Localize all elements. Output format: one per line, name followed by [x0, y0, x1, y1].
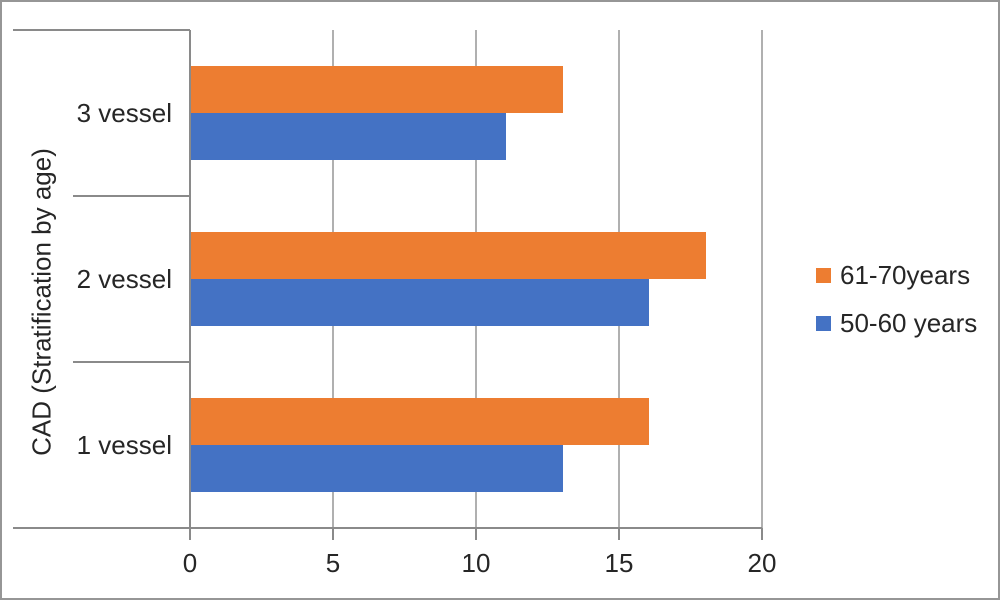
legend-label-50-60-years: 50-60 years	[840, 307, 978, 338]
category-tick-line	[73, 361, 190, 363]
bar-61-70years-2-vessel	[191, 232, 706, 279]
x-axis-tick	[475, 528, 477, 540]
legend-item-61-70years: 61-70years	[816, 260, 977, 290]
legend: 61-70years 50-60 years	[816, 260, 977, 356]
category-label-2-vessel: 2 vessel	[76, 264, 172, 294]
x-tick-label-5: 5	[325, 548, 341, 578]
x-tick-label-20: 20	[747, 548, 777, 578]
x-tick-label-15: 15	[604, 548, 634, 578]
category-label-1-vessel: 1 vessel	[76, 430, 172, 460]
value-axis-line	[13, 527, 762, 529]
legend-label-61-70years: 61-70years	[840, 259, 971, 290]
x-axis-tick	[189, 528, 191, 540]
bar-61-70years-1-vessel	[191, 398, 649, 445]
x-tick-label-0: 0	[182, 548, 198, 578]
bar-50-60-years-3-vessel	[191, 113, 506, 160]
legend-item-50-60-years: 50-60 years	[816, 308, 977, 338]
bar-50-60-years-1-vessel	[191, 445, 563, 492]
bar-50-60-years-2-vessel	[191, 279, 649, 326]
x-axis-tick	[618, 528, 620, 540]
category-axis-line	[189, 30, 191, 528]
category-label-3-vessel: 3 vessel	[76, 98, 172, 128]
bar-61-70years-3-vessel	[191, 66, 563, 113]
category-tick-line	[13, 29, 190, 31]
y-axis-title: CAD (Stratification by age)	[26, 148, 57, 456]
gridline	[761, 30, 763, 528]
legend-swatch-50-60-years	[816, 315, 831, 331]
x-axis-tick	[332, 528, 334, 540]
legend-swatch-61-70years	[816, 267, 831, 283]
x-tick-label-10: 10	[461, 548, 491, 578]
category-tick-line	[73, 195, 190, 197]
x-axis-tick	[761, 528, 763, 540]
